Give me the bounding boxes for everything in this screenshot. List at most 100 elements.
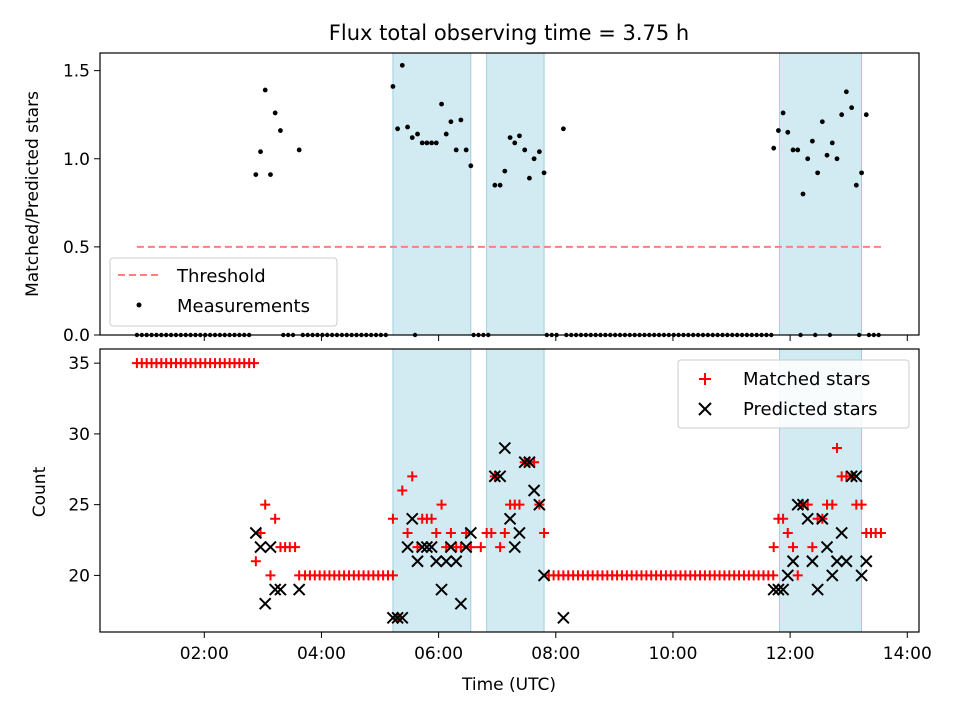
measurement-point bbox=[805, 156, 811, 162]
matched-stars-points bbox=[131, 358, 886, 623]
y-tick-label: 35 bbox=[68, 354, 90, 374]
predicted-star-point bbox=[420, 540, 434, 554]
bottom-legend: Matched stars Predicted stars bbox=[677, 359, 910, 429]
measurement-point bbox=[859, 170, 864, 176]
predicted-star-point bbox=[274, 583, 287, 596]
predicted-legend-marker bbox=[698, 402, 712, 416]
measurement-point bbox=[527, 175, 532, 181]
y-tick-label: 1.0 bbox=[63, 150, 90, 170]
measurement-point bbox=[560, 126, 566, 132]
predicted-star-point bbox=[386, 611, 400, 625]
top-legend: Threshold Measurements bbox=[109, 257, 338, 327]
predicted-star-point bbox=[527, 484, 541, 497]
y-tick-label: 30 bbox=[68, 425, 90, 445]
bottom-legend-box bbox=[677, 359, 910, 429]
predicted-star-point bbox=[845, 470, 858, 483]
bottom-axes-frame bbox=[99, 348, 920, 633]
matched-star-point bbox=[270, 513, 281, 524]
measurement-point bbox=[463, 147, 469, 153]
predicted-star-point bbox=[396, 611, 409, 625]
predicted-star-point bbox=[264, 540, 277, 554]
matched-star-point bbox=[402, 527, 413, 538]
measurement-point bbox=[517, 133, 522, 139]
y-tick-label: 0.0 bbox=[63, 326, 90, 346]
measurement-point bbox=[443, 131, 449, 137]
legend-threshold-label: Threshold bbox=[176, 266, 266, 287]
measurement-point bbox=[771, 145, 777, 151]
top-y-axis-label: Matched/Predicted stars bbox=[23, 91, 43, 297]
measurement-point bbox=[419, 140, 425, 146]
measurement-point bbox=[829, 140, 835, 146]
matched-star-point bbox=[445, 527, 456, 538]
measurement-point bbox=[262, 87, 268, 93]
legend-matched-label: Matched stars bbox=[743, 369, 870, 390]
matched-star-point bbox=[250, 556, 261, 567]
matched-star-point bbox=[792, 570, 803, 581]
legend-predicted-label: Predicted stars bbox=[743, 399, 877, 420]
matched-star-point bbox=[486, 527, 497, 538]
top-panel: 0.0 0.5 1.0 1.5 Matched/Predicted stars Thr… bbox=[23, 52, 920, 346]
predicted-star-point bbox=[523, 455, 536, 469]
predicted-star-point bbox=[503, 512, 517, 526]
measurement-point bbox=[536, 149, 542, 155]
measurement-point bbox=[502, 168, 508, 174]
shaded-interval bbox=[779, 52, 862, 336]
predicted-star-point bbox=[518, 455, 531, 469]
matched-star-point bbox=[514, 499, 525, 510]
predicted-star-point bbox=[811, 583, 824, 596]
top-legend-box bbox=[109, 257, 338, 327]
x-tick-label: 14:00 bbox=[883, 644, 932, 664]
predicted-star-point bbox=[498, 441, 512, 455]
measurement-point bbox=[424, 140, 430, 146]
measurement-point bbox=[405, 124, 410, 130]
predicted-star-point bbox=[249, 526, 263, 540]
measurement-point bbox=[492, 182, 498, 188]
predicted-star-point bbox=[444, 540, 458, 554]
measurement-point bbox=[507, 135, 513, 141]
measurement-point bbox=[468, 163, 474, 169]
measurement-point bbox=[296, 147, 302, 153]
predicted-star-point bbox=[292, 583, 306, 596]
matched-star-point bbox=[294, 570, 305, 581]
x-tick-label: 12:00 bbox=[766, 644, 815, 664]
measurements-legend-marker bbox=[136, 302, 142, 308]
bottom-panel: 20 25 30 35 02:00 04:00 06:00 08:00 10:00 12:00 1… bbox=[30, 348, 932, 695]
predicted-star-point bbox=[850, 470, 863, 483]
predicted-star-point bbox=[557, 611, 570, 625]
predicted-star-point bbox=[391, 611, 404, 625]
x-tick-label: 08:00 bbox=[531, 644, 580, 664]
predicted-star-point bbox=[406, 512, 419, 526]
predicted-star-point bbox=[258, 597, 272, 610]
predicted-star-point bbox=[401, 540, 414, 554]
top-y-ticks: 0.0 0.5 1.0 1.5 bbox=[63, 62, 100, 346]
y-tick-label: 1.5 bbox=[63, 62, 90, 82]
predicted-star-point bbox=[493, 470, 507, 483]
measurement-point bbox=[790, 147, 796, 153]
predicted-star-point bbox=[835, 526, 848, 540]
predicted-star-point bbox=[796, 498, 810, 511]
measurement-point bbox=[258, 149, 263, 155]
matched-star-point bbox=[387, 513, 398, 524]
measurement-point bbox=[809, 138, 815, 144]
bottom-x-ticks: 02:00 04:00 06:00 08:00 10:00 12:00 14:00 bbox=[180, 632, 932, 664]
matched-star-point bbox=[788, 542, 799, 553]
matched-star-point bbox=[875, 527, 886, 538]
predicted-star-point bbox=[254, 540, 267, 554]
matched-star-point bbox=[499, 527, 510, 538]
measurement-point bbox=[395, 126, 401, 132]
y-tick-label: 25 bbox=[68, 496, 90, 516]
measurement-point bbox=[268, 172, 273, 178]
measurement-point bbox=[863, 112, 869, 118]
measurement-point bbox=[843, 89, 849, 95]
measurement-point bbox=[429, 140, 434, 146]
y-tick-label: 20 bbox=[68, 566, 90, 586]
predicted-star-point bbox=[776, 583, 790, 596]
matched-star-point bbox=[431, 527, 442, 538]
predicted-star-point bbox=[781, 569, 794, 582]
predicted-star-point bbox=[830, 555, 844, 568]
predicted-star-point bbox=[767, 583, 780, 596]
predicted-star-point bbox=[860, 555, 873, 568]
matched-star-point bbox=[426, 513, 437, 524]
matched-star-point bbox=[455, 542, 466, 553]
predicted-star-point bbox=[816, 512, 829, 526]
